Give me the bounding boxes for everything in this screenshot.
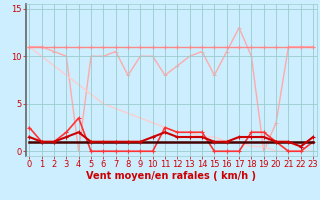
X-axis label: Vent moyen/en rafales ( km/h ): Vent moyen/en rafales ( km/h ) xyxy=(86,171,256,181)
